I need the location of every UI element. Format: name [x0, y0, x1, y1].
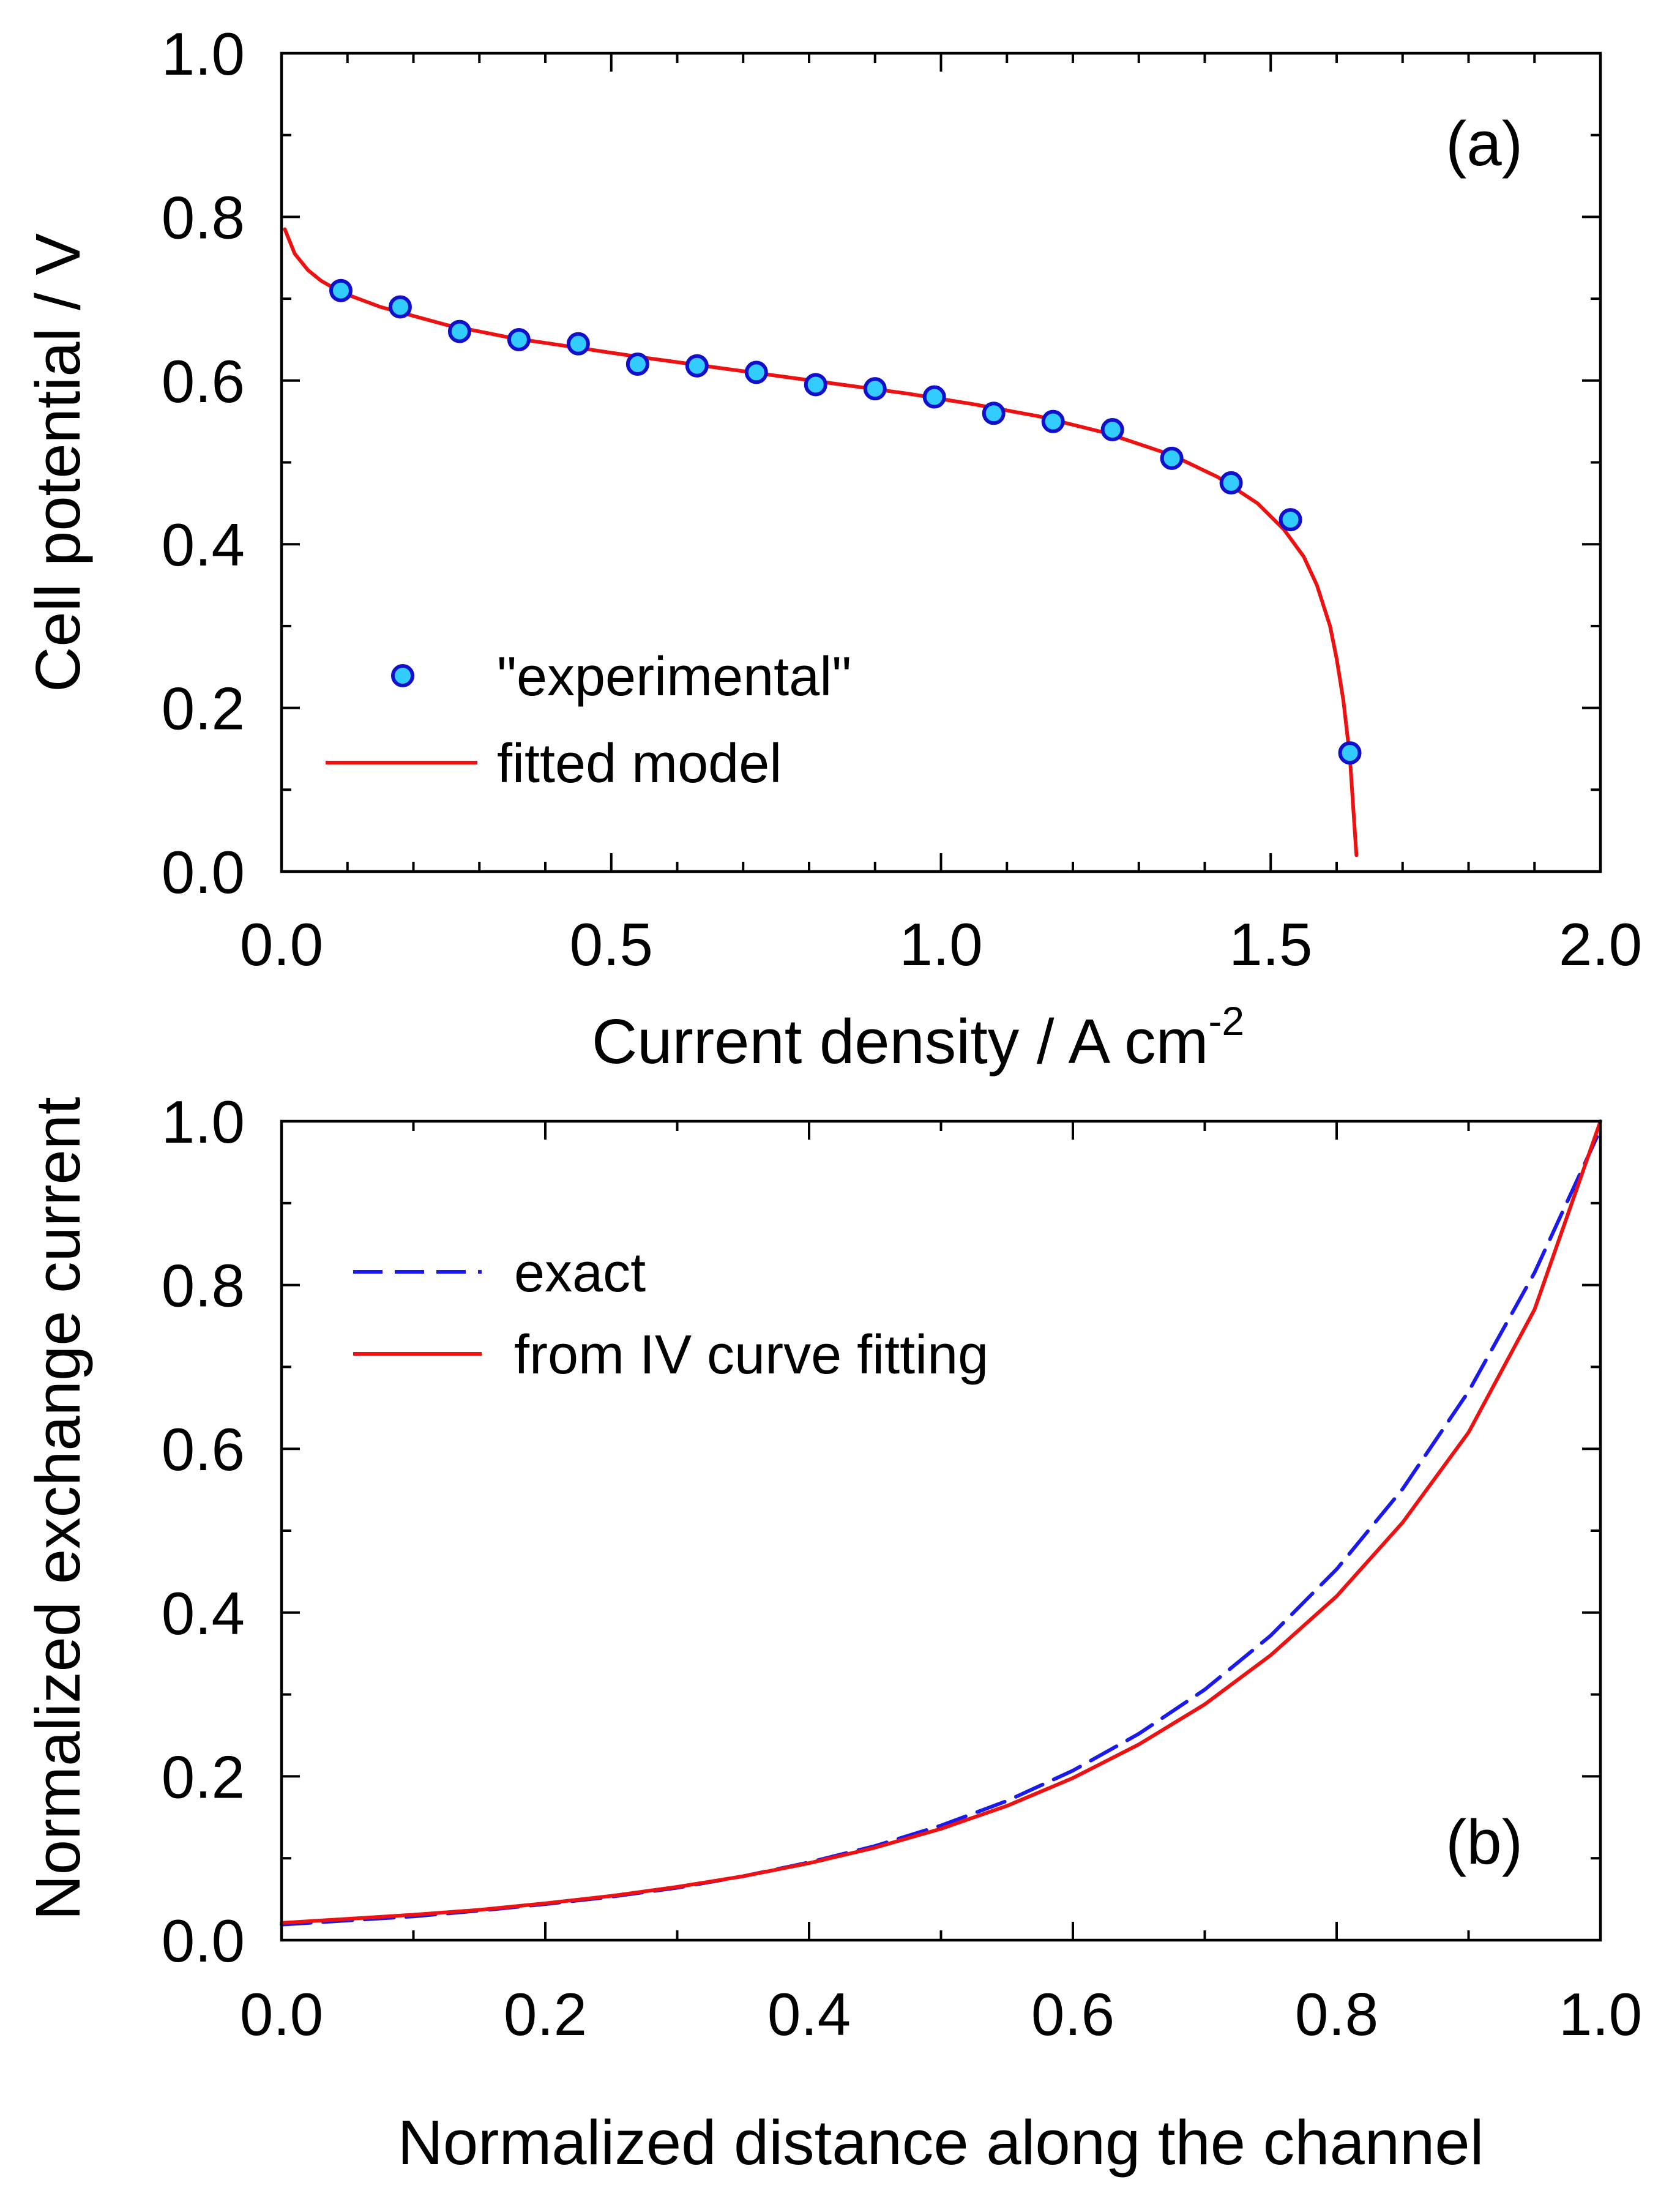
panel-a-legend: "experimental" fitted model — [326, 646, 851, 794]
y-tick-label: 0.2 — [162, 675, 245, 742]
y-tick-label: 0.0 — [162, 838, 245, 906]
data-point-experimental — [863, 377, 887, 401]
data-point-experimental — [982, 401, 1006, 425]
panel-b-x-tick-labels: 0.0 0.2 0.4 0.6 0.8 1.0 — [240, 1981, 1642, 2048]
y-tick-label: 1.0 — [162, 20, 245, 88]
x-tick-label: 1.0 — [899, 911, 982, 978]
series-line-exact — [280, 1127, 1602, 1927]
data-point-experimental — [388, 295, 412, 319]
panel-a-x-tick-labels: 0.0 0.5 1.0 1.5 2.0 — [240, 911, 1642, 978]
data-point-experimental — [744, 360, 768, 384]
legend-label-exact: exact — [514, 1242, 646, 1304]
panel-b-frame — [280, 1119, 1602, 1942]
y-tick-label: 1.0 — [162, 1088, 245, 1156]
panel-a-y-axis-title: Cell potential / V — [23, 233, 93, 692]
panel-a-label: (a) — [1446, 108, 1523, 179]
data-point-experimental — [1160, 446, 1184, 470]
x-tick-label: 1.5 — [1229, 911, 1312, 978]
x-tick-label: 0.4 — [767, 1981, 851, 2048]
series-line-from-iv-curve-fitting — [280, 1119, 1602, 1925]
panel-a-x-axis-title: Current density / A cm-2 — [592, 998, 1244, 1077]
y-tick-label: 0.8 — [162, 1252, 245, 1320]
x-tick-label: 0.5 — [570, 911, 653, 978]
panel-a-x-axis-title-superscript: -2 — [1208, 998, 1244, 1044]
panel-a-chart: 0.0 0.5 1.0 1.5 2.0 0.0 0.2 0.4 0.6 0.8 1.0 (a) C… — [23, 20, 1642, 1077]
panel-a-x-axis-title-main: Current density / A cm — [592, 1006, 1209, 1077]
panel-b-label: (b) — [1446, 1807, 1523, 1877]
y-tick-label: 0.4 — [162, 511, 245, 578]
panel-b-y-axis-title: Normalized exchange current — [23, 1097, 93, 1920]
panel-b-x-axis-title: Normalized distance along the channel — [398, 2107, 1484, 2178]
legend-swatch-experimental — [391, 664, 414, 687]
x-tick-label: 2.0 — [1559, 911, 1642, 978]
data-point-experimental — [1338, 741, 1362, 765]
panel-b-chart: 0.0 0.2 0.4 0.6 0.8 1.0 0.0 0.2 0.4 0.6 0.8 1.0 (b… — [23, 1088, 1642, 2178]
x-tick-label: 1.0 — [1559, 1981, 1642, 2048]
panel-b-ticks — [280, 1120, 1602, 1941]
y-tick-label: 0.8 — [162, 184, 245, 251]
data-point-experimental — [447, 319, 471, 343]
panel-a-frame — [280, 51, 1602, 873]
x-tick-label: 0.0 — [240, 1981, 323, 2048]
panel-b-y-tick-labels: 0.0 0.2 0.4 0.6 0.8 1.0 — [162, 1088, 245, 1974]
panel-a-markers — [329, 278, 1362, 765]
y-tick-label: 0.2 — [162, 1743, 245, 1810]
panel-b-curves — [280, 1119, 1602, 1927]
data-point-experimental — [1219, 471, 1243, 495]
x-tick-label: 0.0 — [240, 911, 323, 978]
legend-label-from-iv-curve-fitting: from IV curve fitting — [514, 1324, 988, 1386]
y-tick-label: 0.4 — [162, 1580, 245, 1647]
y-tick-label: 0.6 — [162, 1416, 245, 1483]
x-tick-label: 0.6 — [1031, 1981, 1114, 2048]
y-tick-label: 0.6 — [162, 348, 245, 415]
data-point-experimental — [1041, 409, 1065, 433]
panel-a-ticks — [280, 52, 1602, 873]
data-point-experimental — [685, 354, 709, 378]
data-point-experimental — [329, 278, 353, 302]
x-tick-label: 0.2 — [504, 1981, 587, 2048]
legend-label-experimental: "experimental" — [497, 646, 851, 708]
panel-b-legend: exact from IV curve fitting — [353, 1242, 988, 1386]
data-point-experimental — [507, 327, 531, 351]
panel-a-curves — [283, 227, 1359, 857]
data-point-experimental — [1100, 418, 1124, 442]
panel-a-y-tick-labels: 0.0 0.2 0.4 0.6 0.8 1.0 — [162, 20, 245, 906]
data-point-experimental — [1279, 508, 1302, 532]
legend-label-fitted-model: fitted model — [497, 733, 782, 794]
x-tick-label: 0.8 — [1295, 1981, 1378, 2048]
y-tick-label: 0.0 — [162, 1907, 245, 1974]
data-point-experimental — [566, 332, 590, 356]
data-point-experimental — [625, 353, 649, 376]
data-point-experimental — [922, 385, 946, 409]
series-line-fitted-model — [283, 227, 1359, 857]
data-point-experimental — [804, 373, 827, 397]
